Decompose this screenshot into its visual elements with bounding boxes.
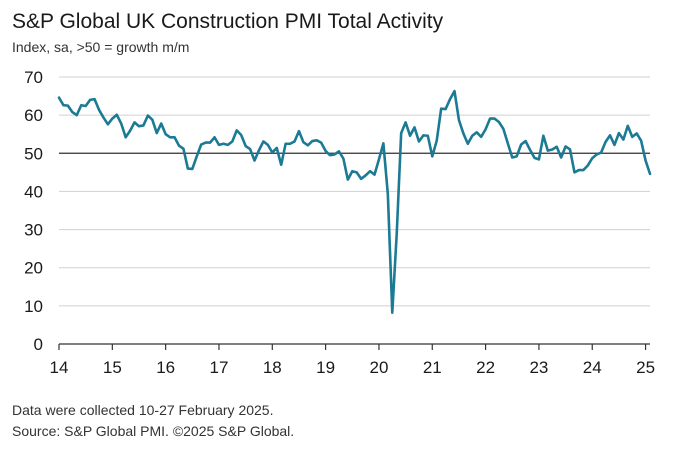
- chart-title: S&P Global UK Construction PMI Total Act…: [12, 10, 444, 33]
- x-tick-label: 14: [50, 358, 69, 377]
- y-axis-labels: 0 10 20 30 40 50 60 70: [24, 68, 43, 354]
- y-tick-label: 20: [24, 259, 43, 278]
- series-line: [57, 89, 652, 315]
- line-chart: 0 10 20 30 40 50 60 70 14 15 16 17 18 19 20 21 22 23 24 25: [24, 68, 655, 377]
- y-tick-label: 30: [24, 221, 43, 240]
- y-tick-label: 60: [24, 106, 43, 125]
- x-tick-label: 20: [369, 358, 388, 377]
- y-tick-label: 50: [24, 144, 43, 163]
- x-tick-label: 24: [583, 358, 602, 377]
- y-tick-label: 0: [34, 335, 43, 354]
- x-tick-label: 25: [636, 358, 655, 377]
- x-tick-label: 17: [210, 358, 229, 377]
- x-axis-labels: 14 15 16 17 18 19 20 21 22 23 24 25: [50, 358, 655, 377]
- y-tick-label: 10: [24, 297, 43, 316]
- gridlines: [59, 76, 650, 307]
- x-tick-label: 23: [529, 358, 548, 377]
- chart-subtitle: Index, sa, >50 = growth m/m: [12, 39, 190, 55]
- y-tick-label: 40: [24, 182, 43, 201]
- x-tick-label: 15: [103, 358, 122, 377]
- x-tick-label: 16: [156, 358, 175, 377]
- y-tick-label: 70: [24, 68, 43, 87]
- x-axis-ticks: [58, 344, 647, 350]
- x-tick-label: 21: [423, 358, 442, 377]
- x-tick-label: 22: [476, 358, 495, 377]
- collection-note: Data were collected 10-27 February 2025.: [12, 402, 274, 418]
- x-tick-label: 18: [263, 358, 282, 377]
- chart-notes: Data were collected 10-27 February 2025.…: [12, 400, 294, 442]
- source-note: Source: S&P Global PMI. ©2025 S&P Global…: [12, 423, 295, 439]
- x-tick-label: 19: [316, 358, 335, 377]
